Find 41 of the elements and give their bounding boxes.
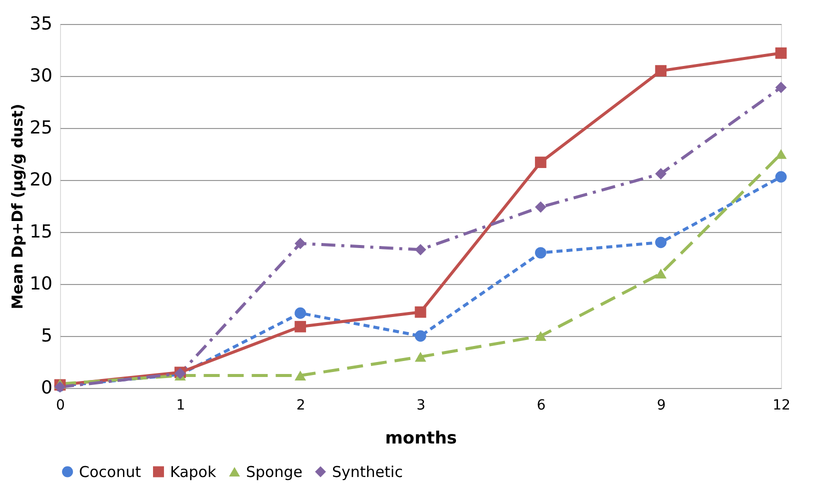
point xyxy=(414,330,426,342)
point xyxy=(534,201,546,213)
x-tick-label: 0 xyxy=(56,398,65,414)
x-tick-label: 2 xyxy=(296,398,306,414)
x-tick-label: 12 xyxy=(772,398,790,414)
y-tick-label: 0 xyxy=(41,378,52,398)
point xyxy=(655,168,667,180)
point xyxy=(294,238,306,250)
point xyxy=(534,156,546,168)
point xyxy=(294,307,306,319)
point xyxy=(414,352,426,362)
y-tick-label: 20 xyxy=(30,170,52,190)
legend-label: Kapok xyxy=(170,462,216,481)
x-tick-label: 9 xyxy=(656,398,666,414)
y-tick-label: 5 xyxy=(41,326,52,346)
point xyxy=(414,306,426,318)
y-tick-label: 25 xyxy=(30,118,52,138)
point xyxy=(775,171,787,183)
x-axis-title: months xyxy=(385,428,457,448)
x-tick-label: 6 xyxy=(536,398,546,414)
point xyxy=(294,370,306,380)
legend-label: Coconut xyxy=(79,462,142,481)
x-tick-label: 1 xyxy=(176,398,186,414)
x-tick-label: 3 xyxy=(416,398,426,414)
point xyxy=(294,320,306,332)
point xyxy=(775,149,787,159)
y-axis-title: Mean Dp+Df (µg/g dust) xyxy=(8,104,27,310)
y-tick-label: 10 xyxy=(30,274,52,294)
y-tick-label: 15 xyxy=(30,222,52,242)
y-tick-label: 35 xyxy=(30,14,52,34)
y-tick-label: 30 xyxy=(30,66,52,86)
point xyxy=(534,247,546,258)
point xyxy=(655,268,667,279)
point xyxy=(775,47,787,59)
point xyxy=(414,244,426,256)
legend-label: Synthetic xyxy=(332,462,403,481)
point xyxy=(655,236,667,248)
point xyxy=(775,82,787,94)
point xyxy=(655,65,667,76)
point xyxy=(534,331,546,341)
legend-label: Sponge xyxy=(246,462,302,481)
